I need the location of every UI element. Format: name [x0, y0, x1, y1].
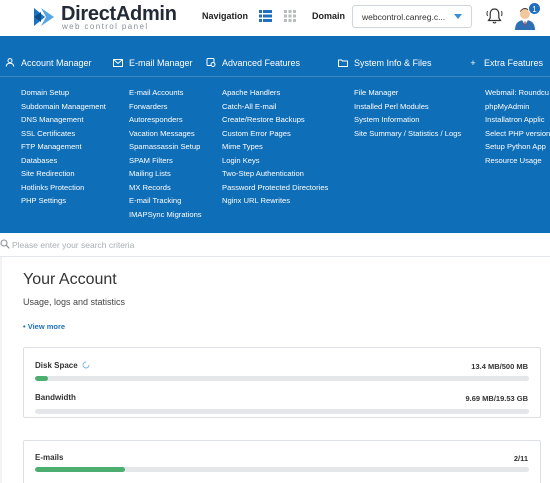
list-view-icon[interactable]	[259, 10, 272, 22]
navigation-label: Navigation	[202, 11, 249, 21]
logo-mark-icon	[34, 8, 54, 26]
category-label: Account Manager	[21, 58, 92, 68]
menu-item-system-information[interactable]: System Information	[354, 115, 420, 124]
usage-card: Disk Space 13.4 MB/500 MB Bandwidth 9.69…	[23, 347, 541, 418]
domain-label: Domain	[312, 11, 346, 21]
menu-item-autoresponders[interactable]: Autoresponders	[129, 115, 183, 124]
notification-badge: 1	[528, 2, 541, 15]
menu-item-phpmyadmin[interactable]: phpMyAdmin	[485, 101, 530, 111]
menu-item-resource-usage[interactable]: Resource Usage	[485, 155, 542, 165]
menu-item-custom-error-pages[interactable]: Custom Error Pages	[222, 128, 291, 138]
category-label: E-mail Manager	[129, 58, 193, 68]
domain-select-value: webcontrol.canreg.c...	[362, 12, 446, 22]
user-icon	[5, 58, 15, 67]
grid-view-icon[interactable]	[284, 10, 296, 22]
main-menu: Account Manager E-mail Manager Advanced …	[0, 36, 550, 233]
category-label: Extra Features	[484, 58, 544, 68]
emails-label: E-mails	[35, 453, 64, 462]
emails-value: 2/11	[513, 454, 528, 463]
page-subtitle: Usage, logs and statistics	[23, 297, 126, 307]
folder-icon	[338, 59, 348, 67]
menu-item-catch-all-email[interactable]: Catch-All E-mail	[222, 101, 277, 111]
refresh-icon[interactable]	[82, 361, 90, 369]
menu-item-forwarders[interactable]: Forwarders	[129, 101, 168, 111]
menu-item-vacation-messages[interactable]: Vacation Messages	[129, 128, 195, 138]
menu-item-site-redirection[interactable]: Site Redirection	[21, 169, 75, 178]
plus-icon: +	[470, 58, 476, 68]
menu-item-password-protected-directories[interactable]: Password Protected Directories	[222, 182, 329, 192]
menu-column-email-manager: E-mail Accounts Forwarders Autoresponder…	[129, 86, 202, 221]
search-bar	[0, 233, 550, 257]
menu-item-select-php-version[interactable]: Select PHP version	[485, 128, 550, 138]
menu-item-dns-management[interactable]: DNS Management	[21, 115, 84, 124]
menu-item-ftp-management[interactable]: FTP Management	[21, 142, 82, 151]
gear-icon	[206, 58, 216, 67]
menu-item-imapsync-migrations[interactable]: IMAPSync Migrations	[129, 209, 202, 219]
category-account-manager[interactable]: Account Manager	[5, 58, 92, 68]
your-account-panel: Your Account Usage, logs and statistics …	[2, 257, 550, 483]
menu-item-mailing-lists[interactable]: Mailing Lists	[129, 169, 171, 178]
menu-item-nginx-url-rewrites[interactable]: Nginx URL Rewrites	[222, 196, 291, 205]
menu-column-extra-features: Webmail: Roundcu phpMyAdmin Installatron…	[485, 86, 550, 167]
directadmin-logo[interactable]: DirectAdmin web control panel	[32, 4, 182, 32]
menu-item-file-manager[interactable]: File Manager	[354, 88, 399, 97]
category-extra-features[interactable]: + Extra Features	[468, 58, 543, 68]
menu-item-domain-setup[interactable]: Domain Setup	[21, 88, 70, 97]
menu-item-mime-types[interactable]: Mime Types	[222, 142, 263, 151]
menu-item-apache-handlers[interactable]: Apache Handlers	[222, 88, 281, 97]
menu-item-ssl-certificates[interactable]: SSL Certificates	[21, 128, 76, 138]
menu-item-mx-records[interactable]: MX Records	[129, 182, 171, 192]
disk-space-label: Disk Space	[35, 361, 90, 370]
bandwidth-progress-bar	[35, 409, 529, 414]
menu-column-advanced-features: Apache Handlers Catch-All E-mail Create/…	[222, 86, 328, 208]
menu-item-installatron[interactable]: Installatron Applic	[485, 115, 545, 124]
menu-item-spam-filters[interactable]: SPAM Filters	[129, 155, 173, 165]
domain-select[interactable]: webcontrol.canreg.c...	[352, 5, 472, 28]
brand-name: DirectAdmin	[61, 3, 177, 25]
category-label: Advanced Features	[222, 58, 301, 68]
search-icon	[0, 239, 10, 249]
menu-item-create-restore-backups[interactable]: Create/Restore Backups	[222, 115, 305, 124]
view-more-link[interactable]: • View more	[23, 322, 66, 331]
menu-divider	[0, 76, 550, 77]
menu-item-site-summary[interactable]: Site Summary / Statistics / Logs	[354, 128, 462, 138]
emails-card: E-mails 2/11	[23, 440, 541, 483]
category-advanced-features[interactable]: Advanced Features	[206, 58, 300, 68]
emails-progress-fill	[35, 467, 125, 472]
menu-item-subdomain-management[interactable]: Subdomain Management	[21, 101, 106, 111]
menu-item-databases[interactable]: Databases	[21, 155, 58, 165]
menu-item-installed-perl-modules[interactable]: Installed Perl Modules	[354, 101, 429, 111]
emails-progress-bar	[35, 467, 529, 472]
disk-space-value: 13.4 MB/500 MB	[471, 362, 528, 371]
disk-space-progress-bar	[35, 376, 529, 381]
envelope-icon	[113, 59, 123, 67]
menu-item-email-accounts[interactable]: E-mail Accounts	[129, 88, 184, 97]
user-avatar[interactable]	[514, 6, 536, 30]
menu-column-system-info: File Manager Installed Perl Modules Syst…	[354, 86, 461, 140]
chevron-down-icon	[454, 14, 462, 19]
brand-tagline: web control panel	[62, 22, 149, 31]
top-bar: DirectAdmin web control panel Navigation…	[0, 0, 550, 36]
menu-item-webmail-roundcube[interactable]: Webmail: Roundcu	[485, 88, 550, 97]
notification-bell-icon[interactable]	[486, 7, 503, 25]
category-email-manager[interactable]: E-mail Manager	[113, 58, 193, 68]
category-label: System Info & Files	[354, 58, 432, 68]
bandwidth-label: Bandwidth	[35, 393, 76, 402]
bandwidth-value: 9.69 MB/19.53 GB	[465, 394, 528, 403]
menu-item-hotlinks-protection[interactable]: Hotlinks Protection	[21, 182, 85, 192]
menu-item-setup-python-app[interactable]: Setup Python App	[485, 142, 546, 151]
page-title: Your Account	[23, 271, 117, 288]
menu-item-email-tracking[interactable]: E-mail Tracking	[129, 196, 182, 205]
disk-space-progress-fill	[35, 376, 49, 381]
search-input[interactable]	[12, 238, 312, 252]
menu-column-account-manager: Domain Setup Subdomain Management DNS Ma…	[21, 86, 106, 208]
category-system-info[interactable]: System Info & Files	[338, 58, 432, 68]
menu-item-two-step-authentication[interactable]: Two-Step Authentication	[222, 169, 304, 178]
menu-item-spamassassin-setup[interactable]: Spamassassin Setup	[129, 142, 201, 151]
menu-item-login-keys[interactable]: Login Keys	[222, 155, 260, 165]
menu-item-php-settings[interactable]: PHP Settings	[21, 196, 67, 205]
